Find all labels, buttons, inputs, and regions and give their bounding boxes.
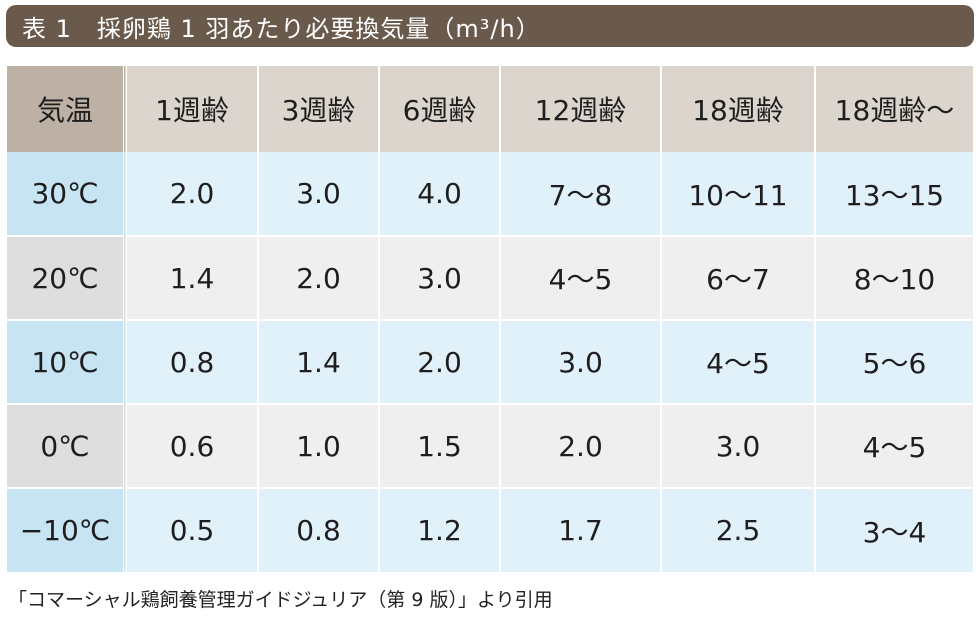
header-week-1: 1週齢 xyxy=(123,66,258,152)
header-week-18-plus: 18週齢〜 xyxy=(814,66,973,152)
table-cell: 2.5 xyxy=(660,487,815,572)
header-temperature-cell: 気温 xyxy=(7,66,125,152)
table-cell: 6〜7 xyxy=(660,235,815,320)
ventilation-table-container: 気温 1週齢 3週齢 6週齢 12週齢 18週齢 18週齢〜 30℃ 2.0 3… xyxy=(7,66,973,572)
table-cell: 5〜6 xyxy=(814,319,973,404)
table-cell: 10〜11 xyxy=(660,152,815,236)
header-week-12: 12週齢 xyxy=(499,66,661,152)
table-cell: 4.0 xyxy=(378,152,500,236)
table-row: 30℃ 2.0 3.0 4.0 7〜8 10〜11 13〜15 xyxy=(7,152,973,236)
table-row: 10℃ 0.8 1.4 2.0 3.0 4〜5 5〜6 xyxy=(7,319,973,404)
table-cell: 4〜5 xyxy=(499,235,661,320)
table-cell: 3.0 xyxy=(660,403,815,488)
table-title: 表 1 採卵鶏 1 羽あたり必要換気量（m³/h） xyxy=(22,14,541,43)
table-row: −10℃ 0.5 0.8 1.2 1.7 2.5 3〜4 xyxy=(7,487,973,572)
table-cell: 3.0 xyxy=(257,152,379,236)
table-cell: 8〜10 xyxy=(814,235,973,320)
table-cell: 2.0 xyxy=(378,319,500,404)
table-cell: 3〜4 xyxy=(814,487,973,572)
row-temperature-label: 0℃ xyxy=(7,403,125,488)
header-week-3: 3週齢 xyxy=(257,66,379,152)
table-cell: 0.8 xyxy=(123,319,258,404)
table-cell: 0.5 xyxy=(123,487,258,572)
row-temperature-label: −10℃ xyxy=(7,487,125,572)
table-cell: 0.6 xyxy=(123,403,258,488)
header-week-6: 6週齢 xyxy=(378,66,500,152)
table-cell: 4〜5 xyxy=(660,319,815,404)
table-cell: 1.2 xyxy=(378,487,500,572)
source-citation: 「コマーシャル鶏飼養管理ガイドジュリア（第 9 版）」より引用 xyxy=(8,589,553,611)
table-cell: 1.4 xyxy=(123,235,258,320)
table-cell: 2.0 xyxy=(257,235,379,320)
row-temperature-label: 10℃ xyxy=(7,319,125,404)
table-cell: 2.0 xyxy=(499,403,661,488)
header-row: 気温 1週齢 3週齢 6週齢 12週齢 18週齢 18週齢〜 xyxy=(7,66,973,152)
table-cell: 1.7 xyxy=(499,487,661,572)
table-cell: 1.0 xyxy=(257,403,379,488)
ventilation-table: 気温 1週齢 3週齢 6週齢 12週齢 18週齢 18週齢〜 30℃ 2.0 3… xyxy=(7,66,973,572)
table-cell: 3.0 xyxy=(499,319,661,404)
table-row: 0℃ 0.6 1.0 1.5 2.0 3.0 4〜5 xyxy=(7,403,973,488)
table-cell: 7〜8 xyxy=(499,152,661,236)
table-cell: 13〜15 xyxy=(814,152,973,236)
table-row: 20℃ 1.4 2.0 3.0 4〜5 6〜7 8〜10 xyxy=(7,235,973,320)
table-cell: 4〜5 xyxy=(814,403,973,488)
table-cell: 1.5 xyxy=(378,403,500,488)
table-title-bar: 表 1 採卵鶏 1 羽あたり必要換気量（m³/h） xyxy=(6,5,974,47)
table-cell: 3.0 xyxy=(378,235,500,320)
row-temperature-label: 20℃ xyxy=(7,235,125,320)
table-cell: 0.8 xyxy=(257,487,379,572)
table-cell: 2.0 xyxy=(123,152,258,236)
header-week-18: 18週齢 xyxy=(660,66,815,152)
row-temperature-label: 30℃ xyxy=(7,152,125,236)
table-cell: 1.4 xyxy=(257,319,379,404)
